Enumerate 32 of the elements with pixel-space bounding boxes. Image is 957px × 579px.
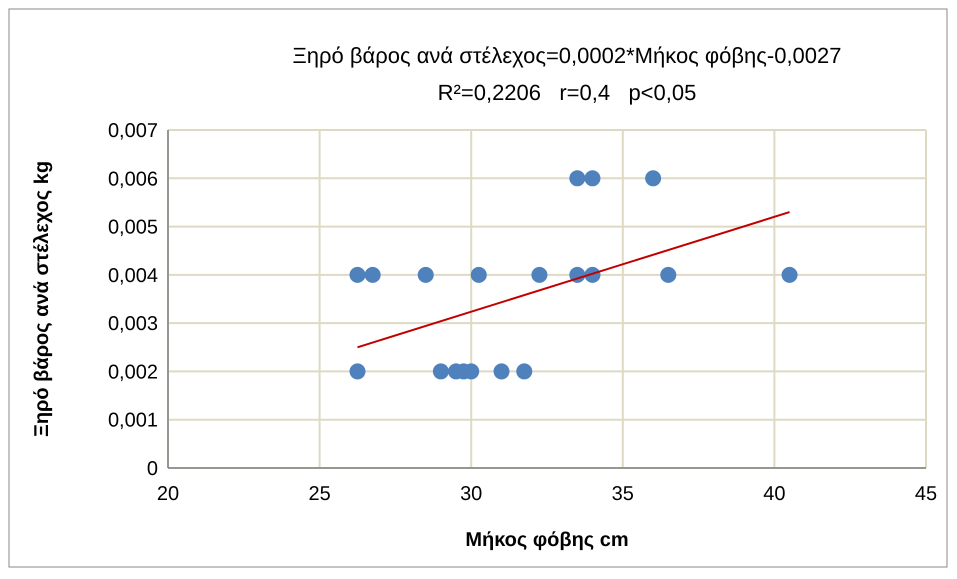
x-tick-label: 30 xyxy=(460,483,482,505)
y-tick-label: 0,006 xyxy=(108,168,158,190)
y-tick-label: 0,007 xyxy=(108,120,158,142)
y-tick-label: 0,003 xyxy=(108,313,158,336)
x-axis-title: Μήκος φόβης cm xyxy=(465,529,629,551)
point xyxy=(494,363,510,380)
point xyxy=(418,266,434,283)
x-tick-label: 45 xyxy=(914,483,938,505)
point xyxy=(531,266,548,283)
chart-title: Ξηρό βάρος ανά στέλεχος=0,0002*Μήκος φόβης-0,0027 xyxy=(292,43,842,68)
point xyxy=(350,363,366,380)
y-tick-label: 0,001 xyxy=(108,410,158,432)
point xyxy=(660,266,676,283)
y-tick-label: 0,004 xyxy=(108,264,158,287)
x-tick-label: 40 xyxy=(763,483,786,505)
point xyxy=(782,266,798,283)
point xyxy=(569,170,586,186)
y-tick-label: 0 xyxy=(146,458,158,480)
point xyxy=(516,363,532,380)
point xyxy=(432,363,449,380)
chart-subtitle: R²=0,2206 r=0,4 p<0,05 xyxy=(438,80,696,105)
point xyxy=(470,266,487,283)
point xyxy=(364,266,381,283)
point xyxy=(350,266,366,283)
x-tick-label: 20 xyxy=(156,483,180,505)
point xyxy=(645,170,662,186)
y-axis-title: Ξηρό βάρος ανά στέλεχος kg xyxy=(31,160,53,438)
point xyxy=(584,170,600,186)
x-tick-label: 35 xyxy=(612,483,634,505)
y-tick-label: 0,002 xyxy=(108,361,158,384)
x-tick-label: 25 xyxy=(308,483,331,505)
y-tick-label: 0,005 xyxy=(108,216,158,239)
